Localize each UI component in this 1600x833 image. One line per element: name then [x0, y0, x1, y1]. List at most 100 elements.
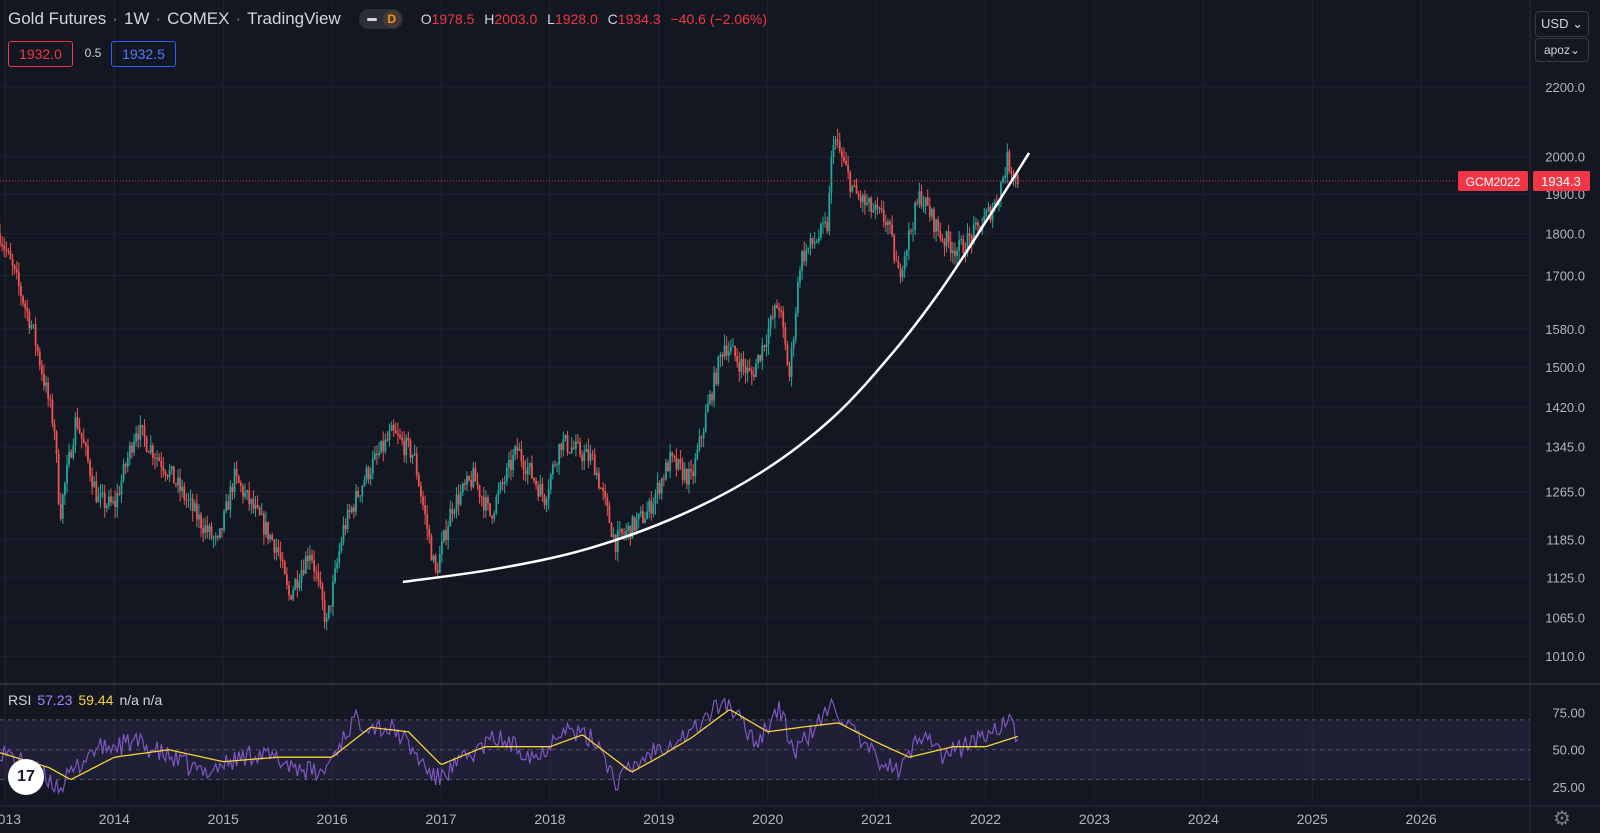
candle-body [392, 424, 395, 431]
candle-body [74, 417, 77, 446]
rsi-legend[interactable]: RSI 57.23 59.44 n/a n/a [8, 692, 162, 708]
candle-body [690, 468, 692, 472]
candle-body [788, 365, 791, 377]
candle-body [409, 440, 412, 458]
rsi-ma-line [0, 709, 1019, 781]
candle-body [45, 382, 47, 386]
candle-body [943, 241, 946, 246]
candle-body [694, 458, 697, 477]
candle-body [681, 462, 684, 481]
candle-body [432, 555, 435, 561]
rsi-value: 57.23 [37, 692, 73, 708]
gear-icon[interactable]: ⚙ [1553, 808, 1571, 830]
candle-body [606, 497, 609, 506]
interval-label[interactable]: 1W [123, 9, 150, 28]
exchange-label: COMEX [167, 9, 230, 28]
candle-body [861, 195, 864, 203]
candle-body [644, 519, 646, 523]
sell-price-button[interactable]: 1932.0 [8, 41, 73, 67]
candle-body [380, 440, 383, 453]
candle-body [212, 537, 215, 539]
candle-body [78, 427, 81, 433]
candle-body [958, 240, 961, 251]
low-value: 1928.0 [554, 11, 598, 27]
candle-body [87, 445, 89, 461]
interval-badge[interactable]: D [382, 10, 401, 28]
candle-body [637, 513, 640, 520]
candle-body [1002, 177, 1005, 183]
candle-body [271, 535, 274, 541]
tradingview-logo-icon[interactable]: 17 [8, 759, 44, 795]
time-axis-label: 2015 [208, 811, 239, 827]
candle-body [780, 310, 783, 312]
candle-body [5, 248, 8, 251]
candle-body [296, 579, 299, 588]
candle-body [66, 464, 68, 484]
candle-body [928, 205, 931, 217]
candle-body [947, 231, 950, 242]
candle-body [430, 536, 433, 561]
buy-price-button[interactable]: 1932.5 [111, 41, 176, 67]
hide-icon[interactable] [361, 11, 383, 27]
candle-body [623, 533, 625, 535]
candle-body [537, 485, 540, 497]
candle-body [1008, 151, 1011, 172]
candle-body [273, 540, 276, 553]
candle-body [570, 447, 573, 453]
candle-body [790, 347, 793, 377]
candle-body [771, 316, 774, 318]
time-axis-label: 2014 [99, 811, 130, 827]
candle-body [970, 235, 973, 243]
candle-body [334, 568, 336, 582]
candle-body [279, 552, 282, 560]
candle-body [394, 430, 397, 434]
candle-body [616, 530, 619, 553]
candle-body [824, 221, 827, 224]
candle-body [250, 499, 253, 504]
candle-body [748, 367, 751, 371]
candle-body [262, 513, 265, 535]
symbol-name[interactable]: Gold Futures [8, 9, 107, 28]
candle-body [887, 221, 889, 226]
candle-body [706, 403, 709, 413]
candle-body [587, 449, 590, 461]
candle-body [43, 374, 45, 386]
ohlc-values: O1978.5 H2003.0 L1928.0 C1934.3 −40.6 (−… [420, 11, 768, 27]
price-axis-label: 1125.0 [1546, 570, 1585, 585]
scale-mode-dropdown[interactable]: apoz⌄ [1535, 38, 1589, 62]
candle-body [782, 311, 785, 328]
candle-body [288, 585, 290, 596]
candle-body [809, 237, 812, 248]
candle-body [160, 460, 163, 468]
candle-body [738, 362, 741, 372]
candle-body [528, 463, 531, 467]
visibility-toggle[interactable]: D [358, 9, 403, 29]
candle-body [845, 160, 847, 166]
currency-dropdown[interactable]: USD ⌄ [1535, 11, 1589, 37]
candle-body [290, 595, 292, 600]
candle-body [484, 497, 487, 511]
candle-body [20, 285, 22, 297]
candle-body [805, 249, 808, 262]
close-value: 1934.3 [617, 11, 661, 27]
candle-body [556, 464, 558, 466]
candle-body [656, 482, 659, 494]
candle-body [891, 224, 894, 236]
time-axis-label: 2017 [425, 811, 456, 827]
candle-body [118, 492, 121, 495]
candle-body [114, 501, 117, 508]
candle-body [474, 467, 477, 482]
candle-body [983, 215, 986, 225]
candle-body [103, 492, 106, 508]
candle-body [648, 500, 651, 512]
candle-body [595, 472, 598, 476]
candle-body [558, 443, 561, 465]
candle-body [497, 490, 500, 497]
candle-body [470, 480, 473, 488]
candle-body [200, 514, 202, 529]
candle-body [407, 437, 410, 441]
candle-body [210, 526, 213, 539]
candle-body [857, 193, 860, 197]
candle-body [713, 372, 716, 401]
